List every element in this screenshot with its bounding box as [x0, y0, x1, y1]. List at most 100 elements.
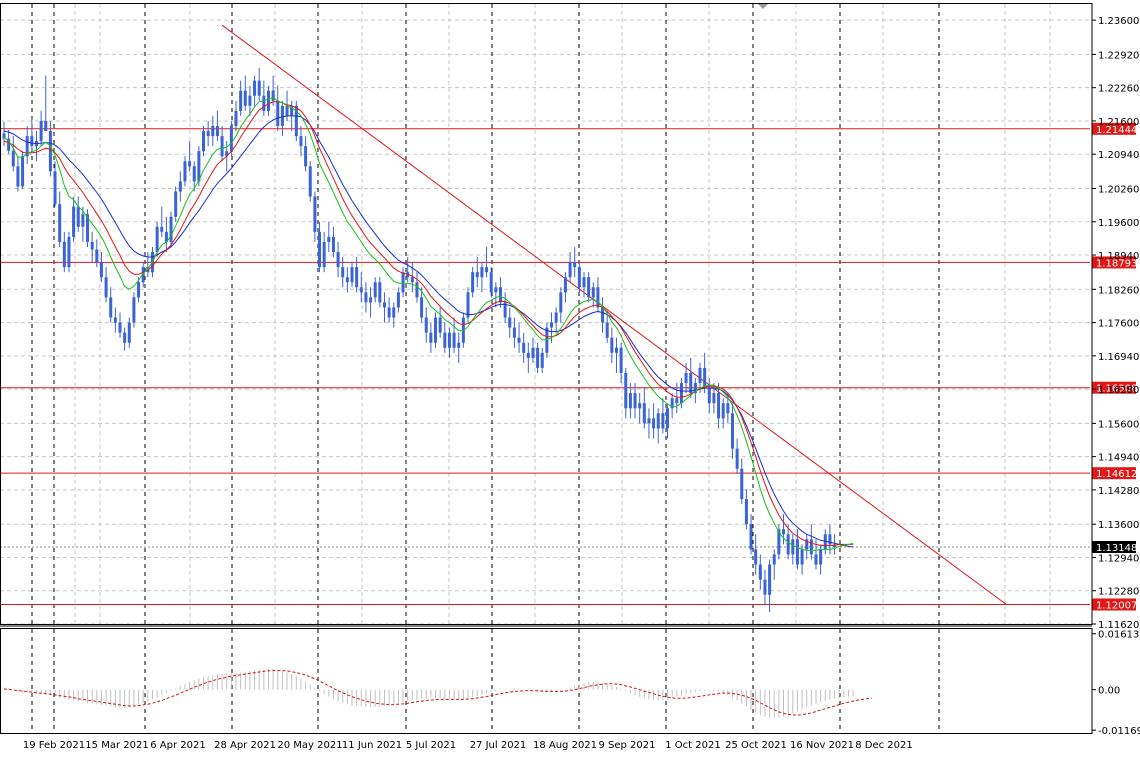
- candle-body: [447, 332, 451, 348]
- candle-body: [271, 90, 275, 101]
- candle-body: [132, 297, 136, 323]
- candle-body: [215, 125, 219, 137]
- candle-body: [345, 277, 349, 283]
- candle-body: [540, 352, 544, 368]
- candle-body: [266, 90, 270, 111]
- candle-body: [800, 549, 804, 565]
- candle-body: [434, 317, 438, 343]
- candle-body: [313, 196, 317, 232]
- candle-body: [308, 166, 312, 197]
- candle-body: [452, 332, 456, 348]
- trendline: [221, 24, 1007, 605]
- candle-body: [619, 347, 623, 373]
- moving-averages: [3, 97, 854, 551]
- candle-body: [554, 312, 558, 323]
- x-tick-label: 9 Sep 2021: [598, 740, 655, 751]
- candle-body: [786, 534, 790, 555]
- y-tick-label: 1.18260: [1098, 285, 1139, 296]
- candle-body: [485, 267, 489, 273]
- x-tick-label: 18 Aug 2021: [533, 740, 597, 751]
- candle-body: [95, 249, 99, 263]
- oscillator-panel: [3, 668, 872, 719]
- sub-y-tick-label: 0.00: [1098, 686, 1120, 697]
- candle-body: [197, 151, 201, 182]
- chart-frames: [0, 3, 1093, 734]
- candle-body: [605, 322, 609, 338]
- candle-body: [76, 206, 80, 227]
- candle-body: [341, 267, 345, 278]
- candle-body: [336, 252, 340, 268]
- candle-body: [740, 468, 744, 499]
- level-price-tag: [1092, 122, 1136, 135]
- candle-body: [113, 317, 117, 323]
- candle-body: [11, 150, 15, 167]
- candle-body: [744, 498, 748, 525]
- candle-body: [276, 100, 280, 126]
- trendline-layer: [221, 24, 1007, 605]
- y-tick-label: 1.18940: [1098, 251, 1139, 262]
- sub-y-tick-label: -0.011696: [1098, 726, 1140, 737]
- grid: [0, 4, 1090, 733]
- candle-body: [86, 214, 90, 242]
- level-price-tag: [1092, 381, 1136, 394]
- candle-body: [318, 231, 322, 268]
- y-tick-label: 1.20940: [1098, 150, 1139, 161]
- candle-body: [758, 564, 762, 580]
- candle-body: [81, 214, 85, 227]
- candle-body: [285, 105, 289, 116]
- candle-body: [791, 539, 795, 555]
- level-price-label: 1.21444: [1096, 125, 1137, 136]
- candle-body: [401, 272, 405, 293]
- candle-body: [141, 267, 145, 283]
- candle-body: [53, 171, 57, 205]
- level-price-label: 1.14612: [1096, 469, 1137, 480]
- candle-body: [698, 367, 702, 384]
- x-tick-label: 19 Feb 2021: [23, 740, 85, 751]
- candle-body: [438, 317, 442, 333]
- candle-body: [628, 393, 632, 409]
- candle-body: [517, 337, 521, 343]
- y-tick-label: 1.23600: [1098, 16, 1139, 27]
- candle-body: [424, 317, 428, 333]
- axes: 19 Feb 2021 15 Mar 2021 6 Apr 2021 28 Apr 2…: [23, 16, 1140, 751]
- candle-body: [768, 564, 772, 595]
- main-panel-frame: [0, 3, 1093, 625]
- y-tick-label: 1.16280: [1098, 385, 1139, 396]
- candle-body: [178, 181, 182, 192]
- x-tick-label: 11 Jun 2021: [342, 740, 402, 751]
- candle-body: [44, 120, 48, 132]
- candle-body: [670, 398, 674, 409]
- candle-body: [512, 327, 516, 338]
- ma-fast-line: [3, 97, 854, 551]
- x-tick-label: 8 Dec 2021: [855, 740, 913, 751]
- y-tick-label: 1.17600: [1098, 319, 1139, 330]
- candle-body: [782, 529, 786, 535]
- y-tick-label: 1.21600: [1098, 117, 1139, 128]
- candle-body: [104, 277, 108, 298]
- candle-body: [638, 403, 642, 409]
- candle-body: [642, 403, 646, 424]
- candle-body: [364, 292, 368, 303]
- candle-body: [735, 448, 739, 469]
- candle-body: [624, 372, 628, 409]
- candle-body: [531, 347, 535, 358]
- sub-panel-frame: [0, 628, 1093, 734]
- candle-body: [721, 403, 725, 419]
- current-price-label: 1.13148: [1096, 543, 1137, 554]
- candle-body: [536, 347, 540, 368]
- candle-body: [652, 418, 656, 429]
- x-tick-label: 5 Jul 2021: [406, 740, 456, 751]
- candle-body: [396, 292, 400, 308]
- candle-body: [188, 161, 192, 167]
- candle-body: [819, 549, 823, 565]
- candle-body: [601, 307, 605, 323]
- candle-body: [563, 277, 567, 293]
- candle-body: [350, 267, 354, 283]
- candle-body: [21, 156, 25, 187]
- level-price-label: 1.16308: [1096, 384, 1137, 395]
- candle-body: [429, 332, 433, 343]
- candle-body: [327, 236, 331, 242]
- signal-line: [3, 670, 872, 716]
- candle-body: [471, 272, 475, 293]
